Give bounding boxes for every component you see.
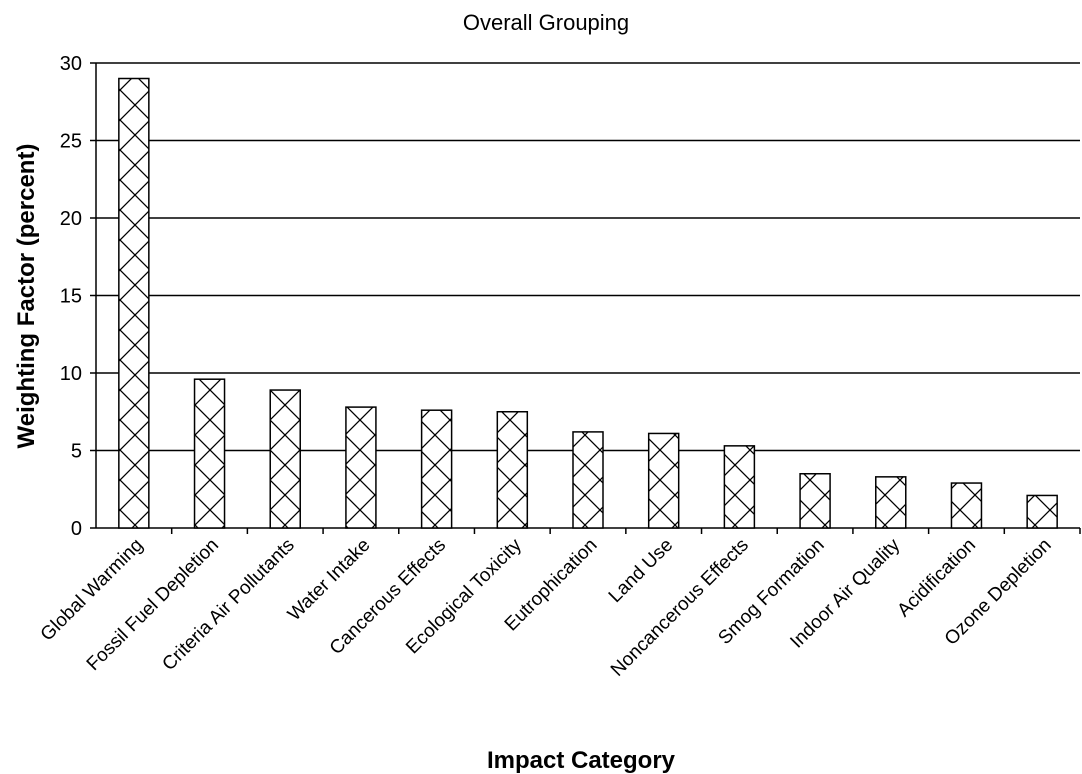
bar: [345, 406, 377, 529]
y-tick-label: 0: [71, 518, 82, 540]
bar: [1026, 494, 1058, 529]
y-tick-label: 30: [60, 53, 82, 75]
x-axis-title: Impact Category: [487, 747, 676, 774]
bar: [950, 482, 983, 529]
chart-title: Overall Grouping: [463, 10, 629, 35]
bar: [496, 411, 529, 529]
bar: [875, 476, 907, 529]
bar: [269, 389, 301, 529]
x-tick-label: Fossil Fuel Depletion: [83, 535, 223, 675]
x-tick-label: Criteria Air Pollutants: [158, 535, 298, 675]
y-tick-label: 25: [60, 131, 82, 153]
y-tick-label: 15: [60, 286, 82, 308]
bar: [572, 431, 604, 529]
bar: [420, 409, 453, 529]
y-tick-labels: 0 5 10 15 20 25 30: [60, 53, 82, 540]
y-tick-label: 20: [60, 208, 82, 230]
bar: [799, 473, 831, 529]
bar: [118, 77, 150, 529]
y-axis-title: Weighting Factor (percent): [13, 144, 40, 449]
gridlines: [96, 62, 1080, 452]
y-tick-label: 5: [71, 441, 82, 463]
bar: [723, 445, 756, 529]
bar: [647, 432, 680, 529]
x-tick-label: Noncancerous Effects: [607, 535, 753, 681]
bars: [118, 77, 1058, 529]
y-tick-label: 10: [60, 363, 82, 385]
x-tick-label: Land Use: [605, 535, 677, 607]
bar: [193, 378, 226, 529]
